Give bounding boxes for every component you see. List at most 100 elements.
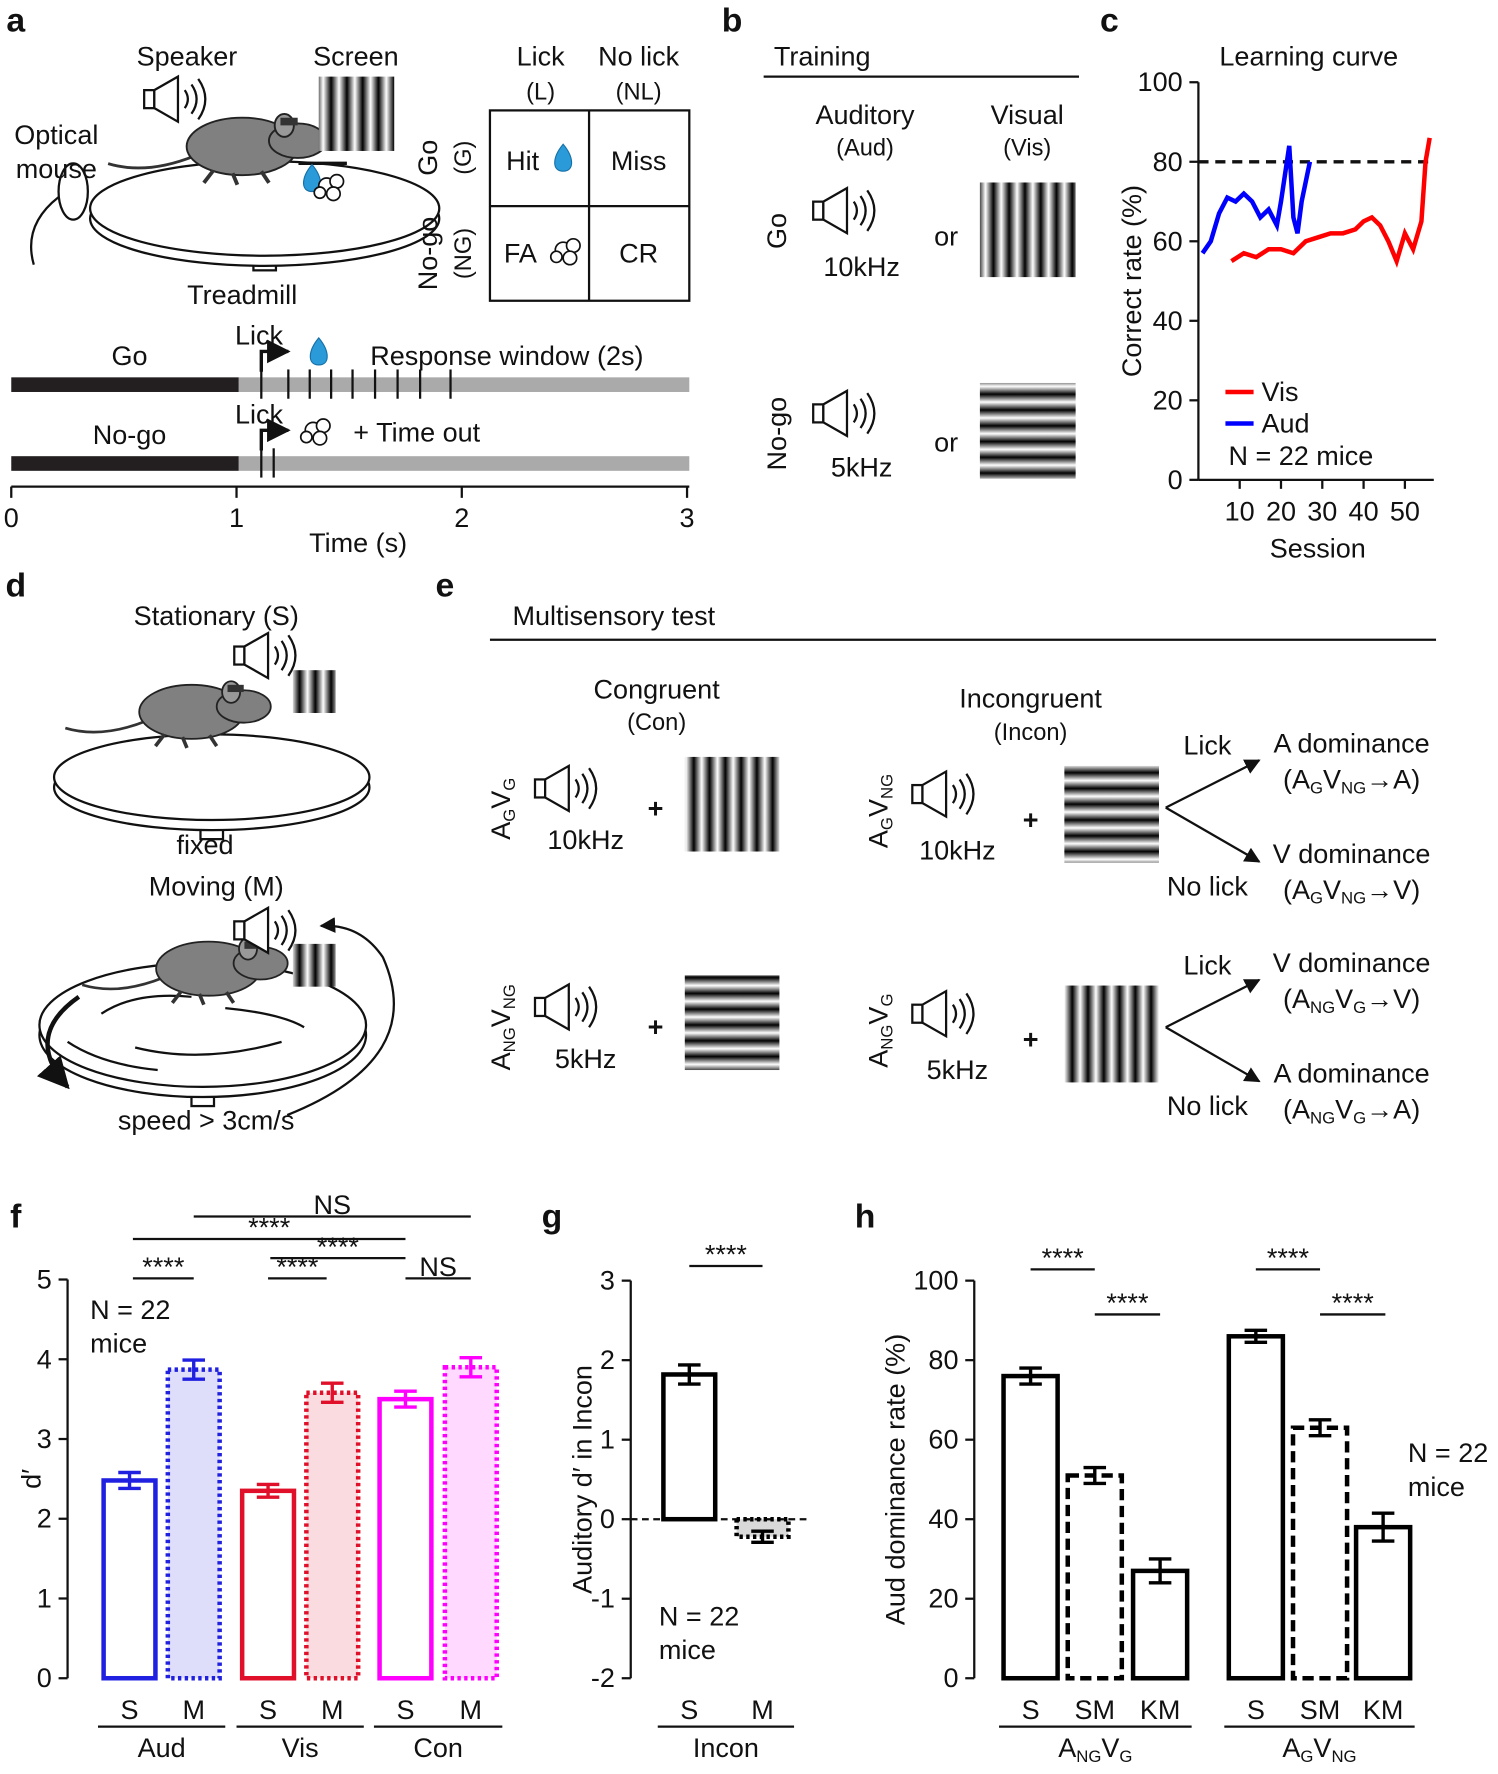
text-label: No-go xyxy=(93,420,167,450)
text-label: Speaker xyxy=(137,41,238,71)
text-label: Training xyxy=(774,41,871,71)
text-segment: V xyxy=(864,1007,894,1025)
dominance-rule: (AGVNG→V) xyxy=(1283,875,1420,907)
text-segment: G xyxy=(1119,1746,1132,1765)
y-tick-label: 60 xyxy=(928,1425,958,1455)
x-tick-label: S xyxy=(259,1695,277,1725)
error-bar xyxy=(751,1529,774,1544)
text-segment: NG xyxy=(1331,1746,1356,1765)
bar xyxy=(1001,1373,1060,1681)
text-segment: NG xyxy=(1076,1746,1101,1765)
text-segment: G xyxy=(1353,997,1366,1016)
significance-label: **** xyxy=(705,1240,748,1270)
x-tick-label: 10 xyxy=(1225,496,1255,526)
y-tick-label: 100 xyxy=(1138,67,1183,97)
group-label: Vis xyxy=(282,1733,319,1763)
dominance-rule: (ANGVG→V) xyxy=(1283,984,1420,1016)
grating xyxy=(684,756,780,852)
significance-label: **** xyxy=(1267,1243,1310,1273)
sound-wave xyxy=(852,403,859,424)
text-segment: →V) xyxy=(1366,984,1420,1014)
x-tick-label: S xyxy=(396,1695,414,1725)
text-label: (Incon) xyxy=(994,720,1068,746)
y-tick-label: 40 xyxy=(928,1504,958,1534)
table-cell: CR xyxy=(619,238,658,268)
error-bar xyxy=(1083,1465,1107,1486)
x-tick-label: M xyxy=(182,1695,205,1725)
mouse-leg xyxy=(170,990,183,1004)
text-label: Lick xyxy=(1183,731,1232,761)
error-bar xyxy=(394,1389,417,1409)
lick-arrow xyxy=(259,418,291,451)
x-tick-label: 3 xyxy=(680,503,695,533)
bar xyxy=(1226,1334,1286,1681)
x-axis-label: Time (s) xyxy=(309,528,407,558)
group-label: Incon xyxy=(693,1733,759,1763)
significance-label: **** xyxy=(1332,1288,1375,1318)
grating xyxy=(979,382,1076,479)
chart-title: Learning curve xyxy=(1219,41,1398,71)
text-label: mouse xyxy=(16,154,97,184)
mouse-tail xyxy=(64,719,147,734)
dominance-rule: (ANGVG→A) xyxy=(1283,1094,1420,1126)
x-tick-label: M xyxy=(460,1695,483,1725)
y-tick-label: 2 xyxy=(37,1504,52,1534)
text-segment: NG xyxy=(500,1027,519,1052)
text-label: Optical xyxy=(14,120,98,150)
column-header: Visual xyxy=(991,100,1064,130)
text-segment: G xyxy=(877,993,896,1006)
column-header: (Aud) xyxy=(836,136,894,162)
column-header: (Vis) xyxy=(1003,136,1051,162)
grating xyxy=(318,76,395,151)
text-segment: A xyxy=(864,830,894,848)
air-puff xyxy=(562,250,578,266)
branch-arrow xyxy=(1165,759,1261,809)
sound-wave xyxy=(852,200,859,221)
mouse-tail xyxy=(81,976,164,991)
text-segment: V xyxy=(1313,1733,1331,1763)
sound-wave xyxy=(574,997,580,1017)
x-axis-label: Session xyxy=(1270,534,1366,564)
significance-label: **** xyxy=(317,1232,360,1262)
y-axis-label: Aud dominance rate (%) xyxy=(880,1334,910,1625)
speaker-icon xyxy=(153,74,180,124)
grating xyxy=(1064,765,1159,863)
text-label: Stationary (S) xyxy=(134,601,299,631)
text-label: Moving (M) xyxy=(149,871,284,901)
x-tick-label: SM xyxy=(1075,1695,1116,1725)
column-header: No lick xyxy=(598,41,680,71)
y-tick-label: 1 xyxy=(37,1583,52,1613)
row-header: No-go xyxy=(413,217,443,291)
x-tick-label: M xyxy=(321,1695,344,1725)
dominance-rule: (AGVNG→A) xyxy=(1283,764,1420,796)
panel-letter: c xyxy=(1100,1,1119,39)
y-tick-label: 1 xyxy=(600,1425,615,1455)
air-puff xyxy=(299,430,313,444)
speaker-icon xyxy=(911,783,924,805)
rotation-arrow xyxy=(36,994,81,1090)
x-tick-label: S xyxy=(1022,1695,1040,1725)
plus-sign: + xyxy=(1023,805,1039,835)
significance-label: **** xyxy=(1106,1288,1149,1318)
bar xyxy=(377,1396,434,1681)
grating xyxy=(1064,985,1159,1083)
text-label: Incongruent xyxy=(959,683,1102,713)
sound-wave xyxy=(965,992,975,1035)
text-label: or xyxy=(934,428,958,458)
grating xyxy=(292,943,336,987)
bar xyxy=(1130,1568,1190,1681)
mouse-leg xyxy=(224,991,236,1004)
error-bar xyxy=(256,1482,280,1499)
text-segment: →V) xyxy=(1366,875,1420,905)
x-tick-label: 40 xyxy=(1349,496,1379,526)
text-segment: V xyxy=(864,799,894,817)
text-segment: (A xyxy=(1283,984,1310,1014)
error-bar xyxy=(459,1355,483,1379)
mouse-leg xyxy=(202,169,215,184)
x-tick-label: KM xyxy=(1363,1695,1404,1725)
text-segment: V xyxy=(486,1009,516,1027)
air-puff xyxy=(329,173,345,189)
y-tick-label: -1 xyxy=(591,1584,615,1614)
text-label: Lick xyxy=(235,321,284,351)
